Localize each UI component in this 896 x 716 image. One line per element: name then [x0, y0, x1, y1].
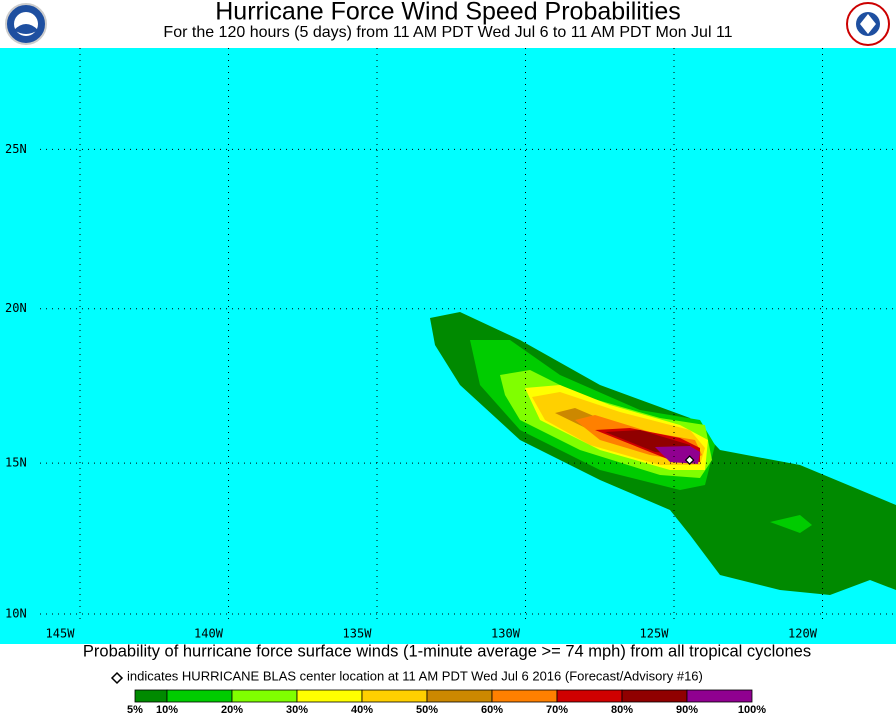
- lon-label: 130W: [491, 627, 521, 641]
- legend-label: 10%: [156, 704, 178, 716]
- legend-label: 90%: [676, 704, 698, 716]
- legend-swatch: [296, 689, 363, 703]
- legend-label: 30%: [286, 704, 308, 716]
- lat-label: 10N: [5, 607, 27, 621]
- legend-label: 70%: [546, 704, 568, 716]
- legend-label: 100%: [738, 704, 766, 716]
- storm-center: [684, 455, 695, 465]
- legend-swatch: [491, 689, 558, 703]
- legend-swatch: [686, 689, 753, 703]
- grid: 10N 15N 20N 25N 145W 140W 135W 130W 125W 120W: [5, 48, 896, 641]
- nws-logo: [846, 2, 890, 46]
- lon-label: 140W: [194, 627, 224, 641]
- probability-contours: [430, 312, 896, 595]
- caption: Probability of hurricane force surface w…: [83, 642, 811, 660]
- legend-swatch: [556, 689, 623, 703]
- legend-swatch: [621, 689, 688, 703]
- lon-label: 145W: [46, 627, 76, 641]
- lon-label: 125W: [640, 627, 670, 641]
- legend-label: 80%: [611, 704, 633, 716]
- legend-label: 20%: [221, 704, 243, 716]
- legend-swatch: [134, 689, 168, 703]
- legend-label: 50%: [416, 704, 438, 716]
- legend-label: 60%: [481, 704, 503, 716]
- legend-diamond: [110, 671, 124, 685]
- legend-label: 40%: [351, 704, 373, 716]
- lat-label: 15N: [5, 456, 27, 470]
- subtitle: For the 120 hours (5 days) from 11 AM PD…: [163, 24, 732, 41]
- probability-area: [770, 515, 812, 533]
- legend-note: indicates HURRICANE BLAS center location…: [127, 668, 703, 683]
- lat-label: 25N: [5, 142, 27, 156]
- legend-swatch: [231, 689, 298, 703]
- noaa-logo: [5, 3, 47, 45]
- legend: 5% 10% 20% 30% 40% 50% 60% 70% 80% 90% 100%: [127, 689, 766, 716]
- legend-swatch: [426, 689, 493, 703]
- lon-label: 135W: [343, 627, 373, 641]
- lon-label: 120W: [788, 627, 818, 641]
- legend-label: 5%: [127, 704, 143, 716]
- lat-label: 20N: [5, 301, 27, 315]
- title: Hurricane Force Wind Speed Probabilities: [215, 0, 681, 26]
- legend-swatch: [361, 689, 428, 703]
- legend-swatch: [166, 689, 233, 703]
